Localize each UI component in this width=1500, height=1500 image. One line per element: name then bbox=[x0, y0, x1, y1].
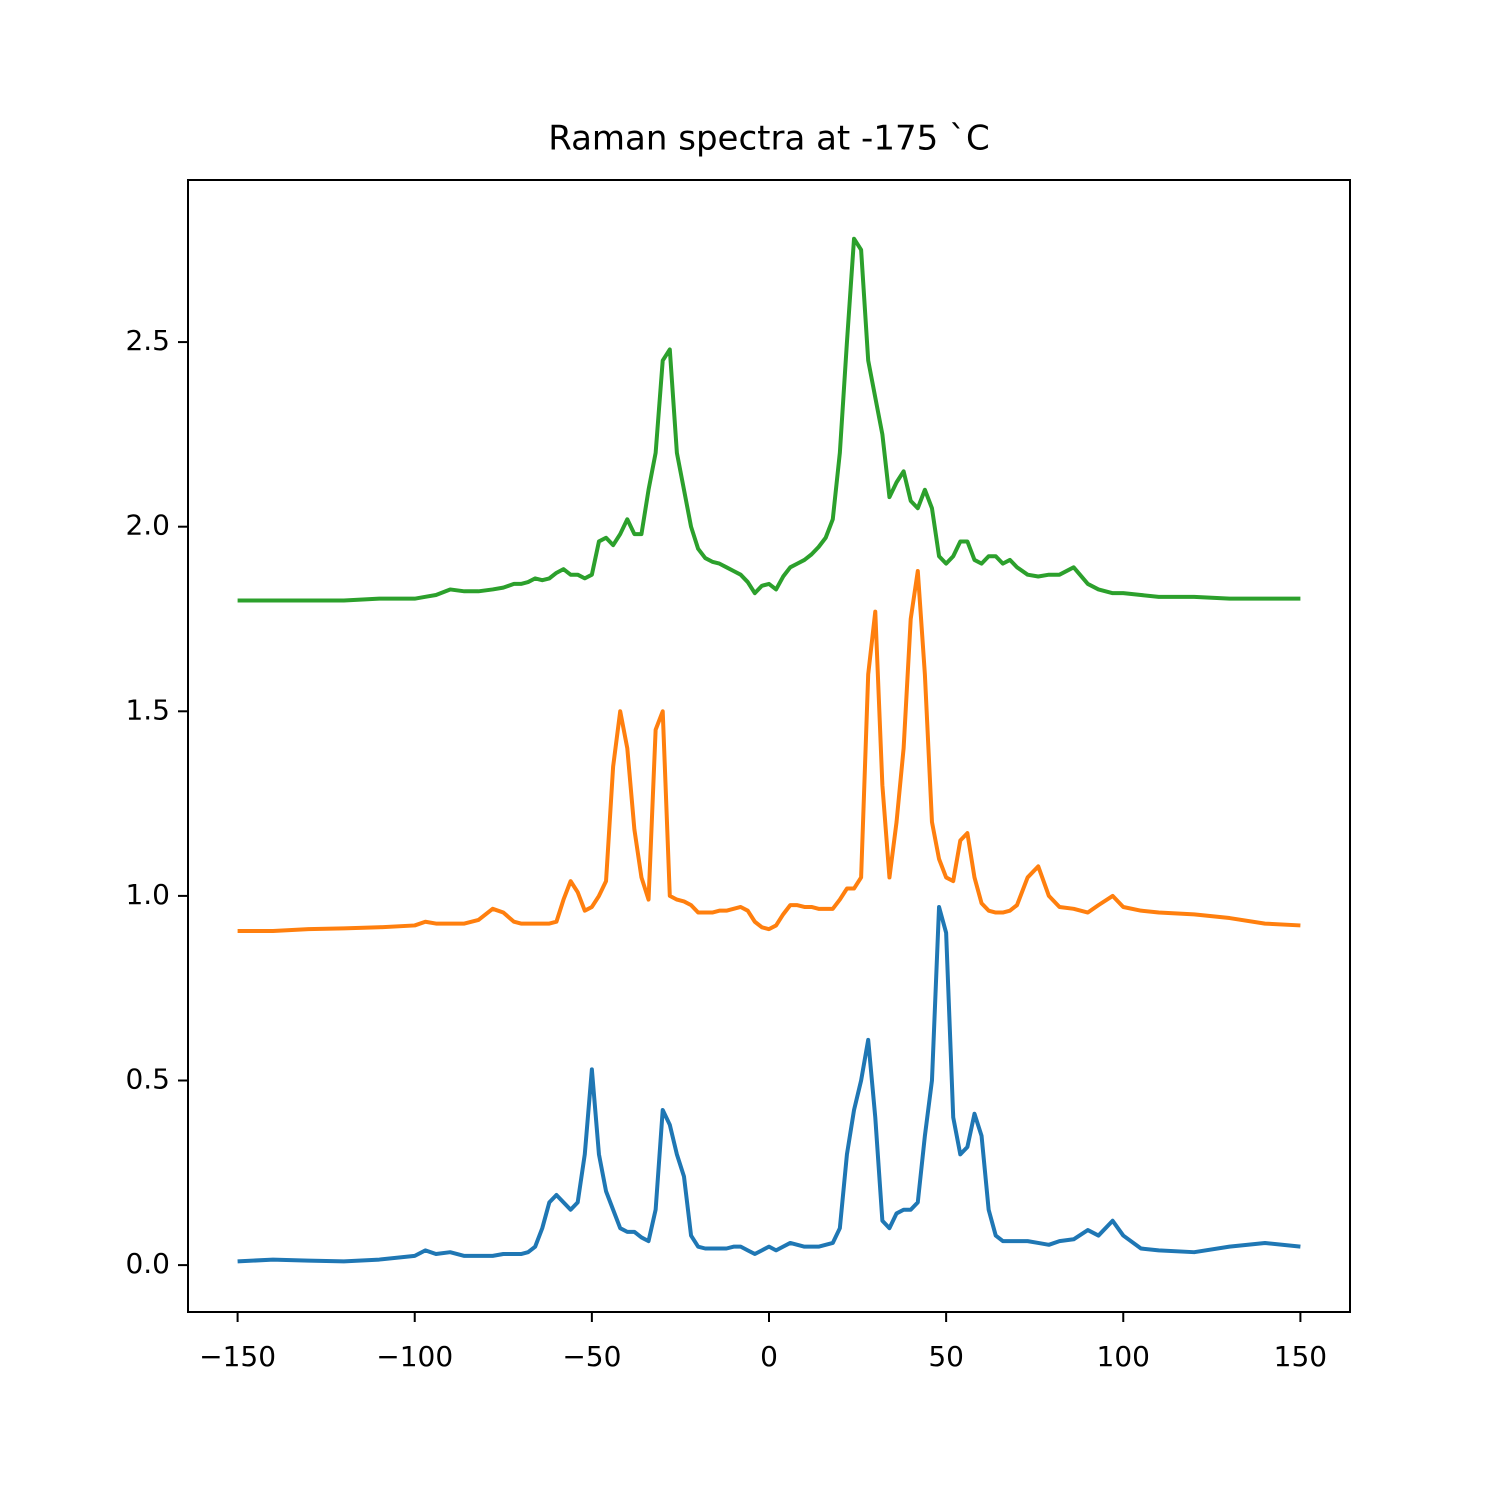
x-tick-label: −50 bbox=[562, 1340, 621, 1373]
y-tick-label: 1.0 bbox=[125, 878, 170, 911]
x-tick-label: 0 bbox=[760, 1340, 778, 1373]
chart-title: Raman spectra at -175 `C bbox=[548, 119, 990, 159]
y-tick-label: 0.5 bbox=[125, 1063, 170, 1096]
line-series bbox=[237, 236, 1301, 603]
x-tick-label: 150 bbox=[1274, 1340, 1327, 1373]
y-tick-label: 2.5 bbox=[125, 324, 170, 357]
x-tick-label: −150 bbox=[199, 1340, 276, 1373]
x-tick-label: 100 bbox=[1097, 1340, 1150, 1373]
y-tick-label: 1.5 bbox=[125, 693, 170, 726]
x-tick-label: −100 bbox=[376, 1340, 453, 1373]
x-tick-label: 50 bbox=[928, 1340, 964, 1373]
y-tick-label: 2.0 bbox=[125, 509, 170, 542]
plot-frame bbox=[187, 179, 1351, 1313]
line-series bbox=[237, 568, 1301, 933]
line-series bbox=[237, 904, 1301, 1264]
y-tick-label: 0.0 bbox=[125, 1247, 170, 1280]
